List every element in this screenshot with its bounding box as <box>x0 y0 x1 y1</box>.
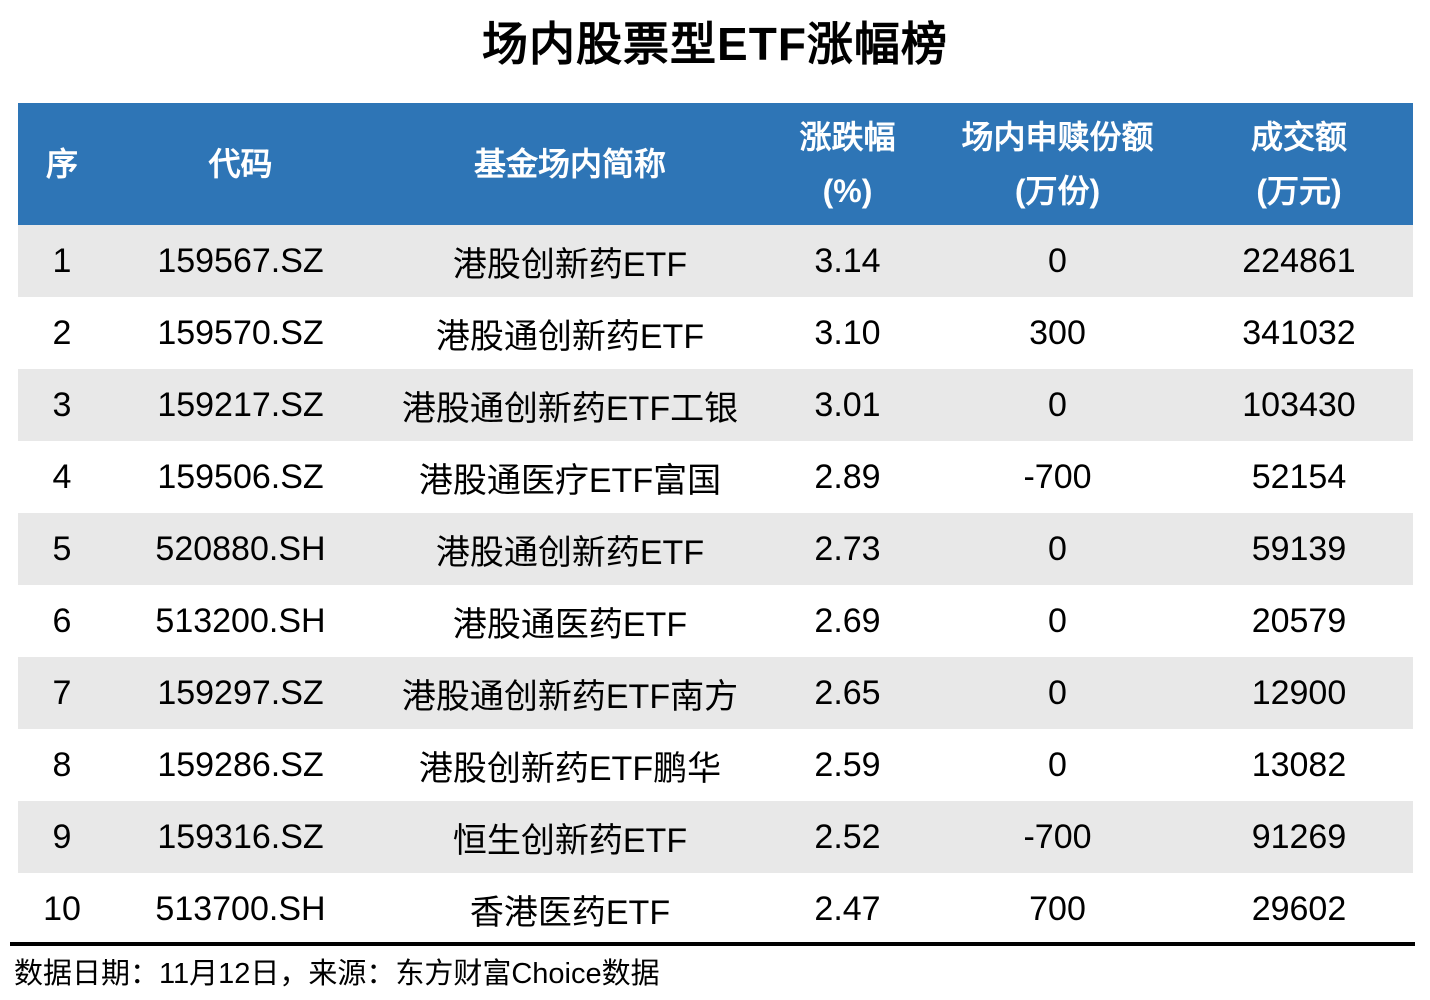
table-header: 序 代码 基金场内简称 涨跌幅 (%) 场内申赎份额 (万份) 成交额 (万元) <box>18 103 1413 225</box>
table-cell: 2.59 <box>814 745 881 784</box>
table-cell: 香港医药ETF <box>469 893 671 932</box>
table-cell: 159570.SZ <box>157 313 324 352</box>
column-header-label: 涨跌幅 <box>799 118 896 155</box>
table-cell: 3 <box>52 385 72 424</box>
table-row: 9 159316.SZ 恒生创新药ETF 2.52 -700 91269 <box>18 801 1413 873</box>
table-row: 6 513200.SH 港股通医药ETF 2.69 0 20579 <box>18 585 1413 657</box>
column-header-label: 代码 <box>208 145 273 182</box>
table-row: 4 159506.SZ 港股通医疗ETF富国 2.89 -700 52154 <box>18 441 1413 513</box>
table-cell: 9 <box>52 817 72 856</box>
source-note: 数据日期：11月12日，来源：东方财富Choice数据 <box>14 958 660 990</box>
source-divider <box>10 942 1415 946</box>
table-row: 5 520880.SH 港股通创新药ETF 2.73 0 59139 <box>18 513 1413 585</box>
table-cell: 10 <box>43 889 81 928</box>
table-cell: 0 <box>1048 601 1067 640</box>
column-header-unit: (万份) <box>1014 173 1101 209</box>
column-header-unit: (%) <box>822 173 873 209</box>
table-cell: 2.47 <box>814 889 881 928</box>
column-header: 成交额 (万元) <box>1185 103 1413 225</box>
table-cell: 103430 <box>1242 385 1356 424</box>
table-cell: 513700.SH <box>155 889 326 928</box>
table-cell: 300 <box>1029 313 1086 352</box>
column-header: 场内申赎份额 (万份) <box>930 103 1185 225</box>
table-cell: 港股通医疗ETF富国 <box>418 461 722 500</box>
table-cell: 港股通医药ETF <box>452 605 688 644</box>
table-cell: 港股通创新药ETF南方 <box>401 677 739 716</box>
table-cell: 恒生创新药ETF <box>452 821 688 860</box>
column-header: 涨跌幅 (%) <box>765 103 930 225</box>
column-header: 代码 <box>106 103 375 225</box>
table-cell: 港股通创新药ETF <box>435 317 705 356</box>
table-cell: 59139 <box>1251 529 1347 568</box>
table-cell: 0 <box>1048 745 1067 784</box>
column-header: 序 <box>18 103 106 225</box>
table-cell: 港股创新药ETF鹏华 <box>418 749 722 788</box>
table-row: 7 159297.SZ 港股通创新药ETF南方 2.65 0 12900 <box>18 657 1413 729</box>
table-cell: 8 <box>52 745 72 784</box>
table-row: 10 513700.SH 香港医药ETF 2.47 700 29602 <box>18 873 1413 945</box>
table-cell: 91269 <box>1251 817 1347 856</box>
table-cell: 1 <box>52 241 72 280</box>
table-cell: 0 <box>1048 529 1067 568</box>
table-cell: 0 <box>1048 241 1067 280</box>
table-cell: 29602 <box>1251 889 1347 928</box>
table-cell: 13082 <box>1251 745 1347 784</box>
column-header-label: 场内申赎份额 <box>961 118 1154 155</box>
table-cell: 52154 <box>1251 457 1347 496</box>
etf-ranking-table: 序 代码 基金场内简称 涨跌幅 (%) 场内申赎份额 (万份) 成交额 (万元) 1 159567… <box>18 103 1413 945</box>
table-cell: 2.52 <box>814 817 881 856</box>
table-cell: 3.10 <box>814 313 881 352</box>
table-cell: 4 <box>52 457 72 496</box>
table-cell: 159316.SZ <box>157 817 324 856</box>
table-cell: 6 <box>52 601 72 640</box>
table-cell: -700 <box>1023 457 1092 496</box>
table-cell: 3.14 <box>814 241 881 280</box>
table-cell: 港股创新药ETF <box>452 245 688 284</box>
table-cell: 港股通创新药ETF工银 <box>401 389 739 428</box>
table-cell: 0 <box>1048 673 1067 712</box>
table-cell: 港股通创新药ETF <box>435 533 705 572</box>
table-cell: 159297.SZ <box>157 673 324 712</box>
column-header-label: 成交额 <box>1250 118 1347 155</box>
table-cell: 159217.SZ <box>157 385 324 424</box>
column-header: 基金场内简称 <box>375 103 765 225</box>
table-cell: 2.89 <box>814 457 881 496</box>
table-cell: 2.69 <box>814 601 881 640</box>
table-cell: -700 <box>1023 817 1092 856</box>
table-cell: 159506.SZ <box>157 457 324 496</box>
column-header-label: 序 <box>46 145 79 182</box>
column-header-label: 基金场内简称 <box>473 145 666 182</box>
table-cell: 513200.SH <box>155 601 326 640</box>
table-cell: 20579 <box>1251 601 1347 640</box>
table-cell: 341032 <box>1242 313 1356 352</box>
table-cell: 3.01 <box>814 385 881 424</box>
table-cell: 700 <box>1029 889 1086 928</box>
table-body: 1 159567.SZ 港股创新药ETF 3.14 0 224861 2 159570.SZ 港… <box>18 225 1413 945</box>
table-row: 8 159286.SZ 港股创新药ETF鹏华 2.59 0 13082 <box>18 729 1413 801</box>
table-cell: 12900 <box>1251 673 1347 712</box>
table-row: 2 159570.SZ 港股通创新药ETF 3.10 300 341032 <box>18 297 1413 369</box>
table-cell: 159286.SZ <box>157 745 324 784</box>
table-row: 3 159217.SZ 港股通创新药ETF工银 3.01 0 103430 <box>18 369 1413 441</box>
table-cell: 5 <box>52 529 72 568</box>
page-title: 场内股票型ETF涨幅榜 <box>482 18 948 70</box>
table-cell: 2.73 <box>814 529 881 568</box>
table-cell: 159567.SZ <box>157 241 324 280</box>
table-cell: 7 <box>52 673 72 712</box>
table-cell: 2.65 <box>814 673 881 712</box>
table-cell: 520880.SH <box>155 529 326 568</box>
table-row: 1 159567.SZ 港股创新药ETF 3.14 0 224861 <box>18 225 1413 297</box>
table-cell: 224861 <box>1242 241 1356 280</box>
table-cell: 0 <box>1048 385 1067 424</box>
table-cell: 2 <box>52 313 72 352</box>
column-header-unit: (万元) <box>1256 173 1342 209</box>
